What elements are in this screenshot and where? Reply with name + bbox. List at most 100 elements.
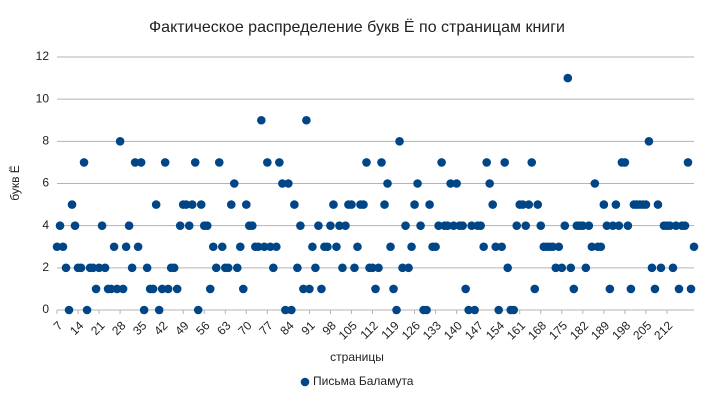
point <box>641 200 651 209</box>
point <box>590 179 600 188</box>
point <box>494 305 503 315</box>
x-tick-label: 175 <box>546 318 570 342</box>
point <box>317 284 326 294</box>
point <box>55 221 65 230</box>
point <box>389 284 398 294</box>
point <box>569 284 579 294</box>
x-tick-label: 84 <box>277 318 297 338</box>
point <box>302 115 311 125</box>
point <box>608 221 618 230</box>
point <box>563 73 573 83</box>
point <box>581 263 591 273</box>
point <box>560 221 570 230</box>
point <box>653 200 663 209</box>
point <box>497 242 506 252</box>
point <box>452 179 461 188</box>
point <box>308 242 317 252</box>
point <box>398 263 407 273</box>
point <box>674 284 684 294</box>
point <box>533 200 543 209</box>
point <box>229 179 239 188</box>
point <box>100 263 110 273</box>
y-tick-label: 12 <box>36 49 50 63</box>
point <box>443 221 452 230</box>
point <box>211 263 221 273</box>
point <box>257 115 266 125</box>
point <box>112 284 122 294</box>
point <box>275 158 284 167</box>
point <box>566 263 576 273</box>
x-tick-label: 42 <box>151 318 171 338</box>
point <box>157 284 167 294</box>
point <box>284 179 293 188</box>
point <box>614 221 624 230</box>
point <box>136 158 146 167</box>
point <box>680 221 690 230</box>
point <box>52 242 62 252</box>
x-tick-label: 112 <box>357 318 381 342</box>
point <box>479 242 488 252</box>
point <box>299 284 308 294</box>
point <box>482 158 491 167</box>
point <box>248 221 257 230</box>
x-tick-label: 154 <box>483 318 507 342</box>
point <box>290 200 299 209</box>
point <box>148 284 158 294</box>
point <box>383 179 392 188</box>
point <box>488 200 497 209</box>
point <box>578 221 588 230</box>
point <box>503 263 513 273</box>
point <box>311 263 320 273</box>
point <box>656 263 666 273</box>
x-tick-label: 14 <box>67 318 87 338</box>
chart-title: Фактическое распределение букв Ё по стра… <box>149 18 565 36</box>
point <box>94 263 104 273</box>
point <box>118 284 128 294</box>
point <box>193 305 203 315</box>
point <box>181 200 191 209</box>
x-tick-label: 49 <box>172 318 192 338</box>
point <box>305 284 314 294</box>
point <box>329 200 338 209</box>
point <box>620 158 630 167</box>
point <box>521 221 531 230</box>
point <box>605 284 615 294</box>
x-tick-label: 77 <box>256 318 276 338</box>
point <box>70 221 80 230</box>
point <box>368 263 377 273</box>
point <box>293 263 302 273</box>
y-tick-label: 10 <box>36 91 50 105</box>
point <box>437 158 446 167</box>
point <box>127 263 137 273</box>
point <box>509 305 519 315</box>
point <box>584 221 594 230</box>
point <box>458 221 467 230</box>
point <box>467 221 476 230</box>
point <box>611 200 621 209</box>
x-tick-label: 7 <box>51 318 66 333</box>
point <box>254 242 263 252</box>
point <box>91 284 101 294</box>
x-tick-label: 198 <box>609 318 633 342</box>
point <box>121 242 131 252</box>
x-tick-label: 205 <box>630 318 654 342</box>
point <box>536 221 546 230</box>
point <box>500 158 510 167</box>
point <box>187 200 197 209</box>
point <box>374 263 383 273</box>
point <box>413 179 422 188</box>
point <box>410 200 419 209</box>
y-tick-label: 2 <box>42 260 49 274</box>
point <box>650 284 660 294</box>
x-tick-label: 212 <box>651 318 675 342</box>
y-tick-label: 0 <box>42 302 49 316</box>
point <box>232 263 242 273</box>
point <box>196 200 206 209</box>
x-tick-label: 56 <box>193 318 213 338</box>
point <box>133 242 143 252</box>
point <box>554 242 564 252</box>
x-tick-label: 140 <box>441 318 465 342</box>
point <box>58 242 68 252</box>
point <box>205 284 215 294</box>
point <box>386 242 395 252</box>
